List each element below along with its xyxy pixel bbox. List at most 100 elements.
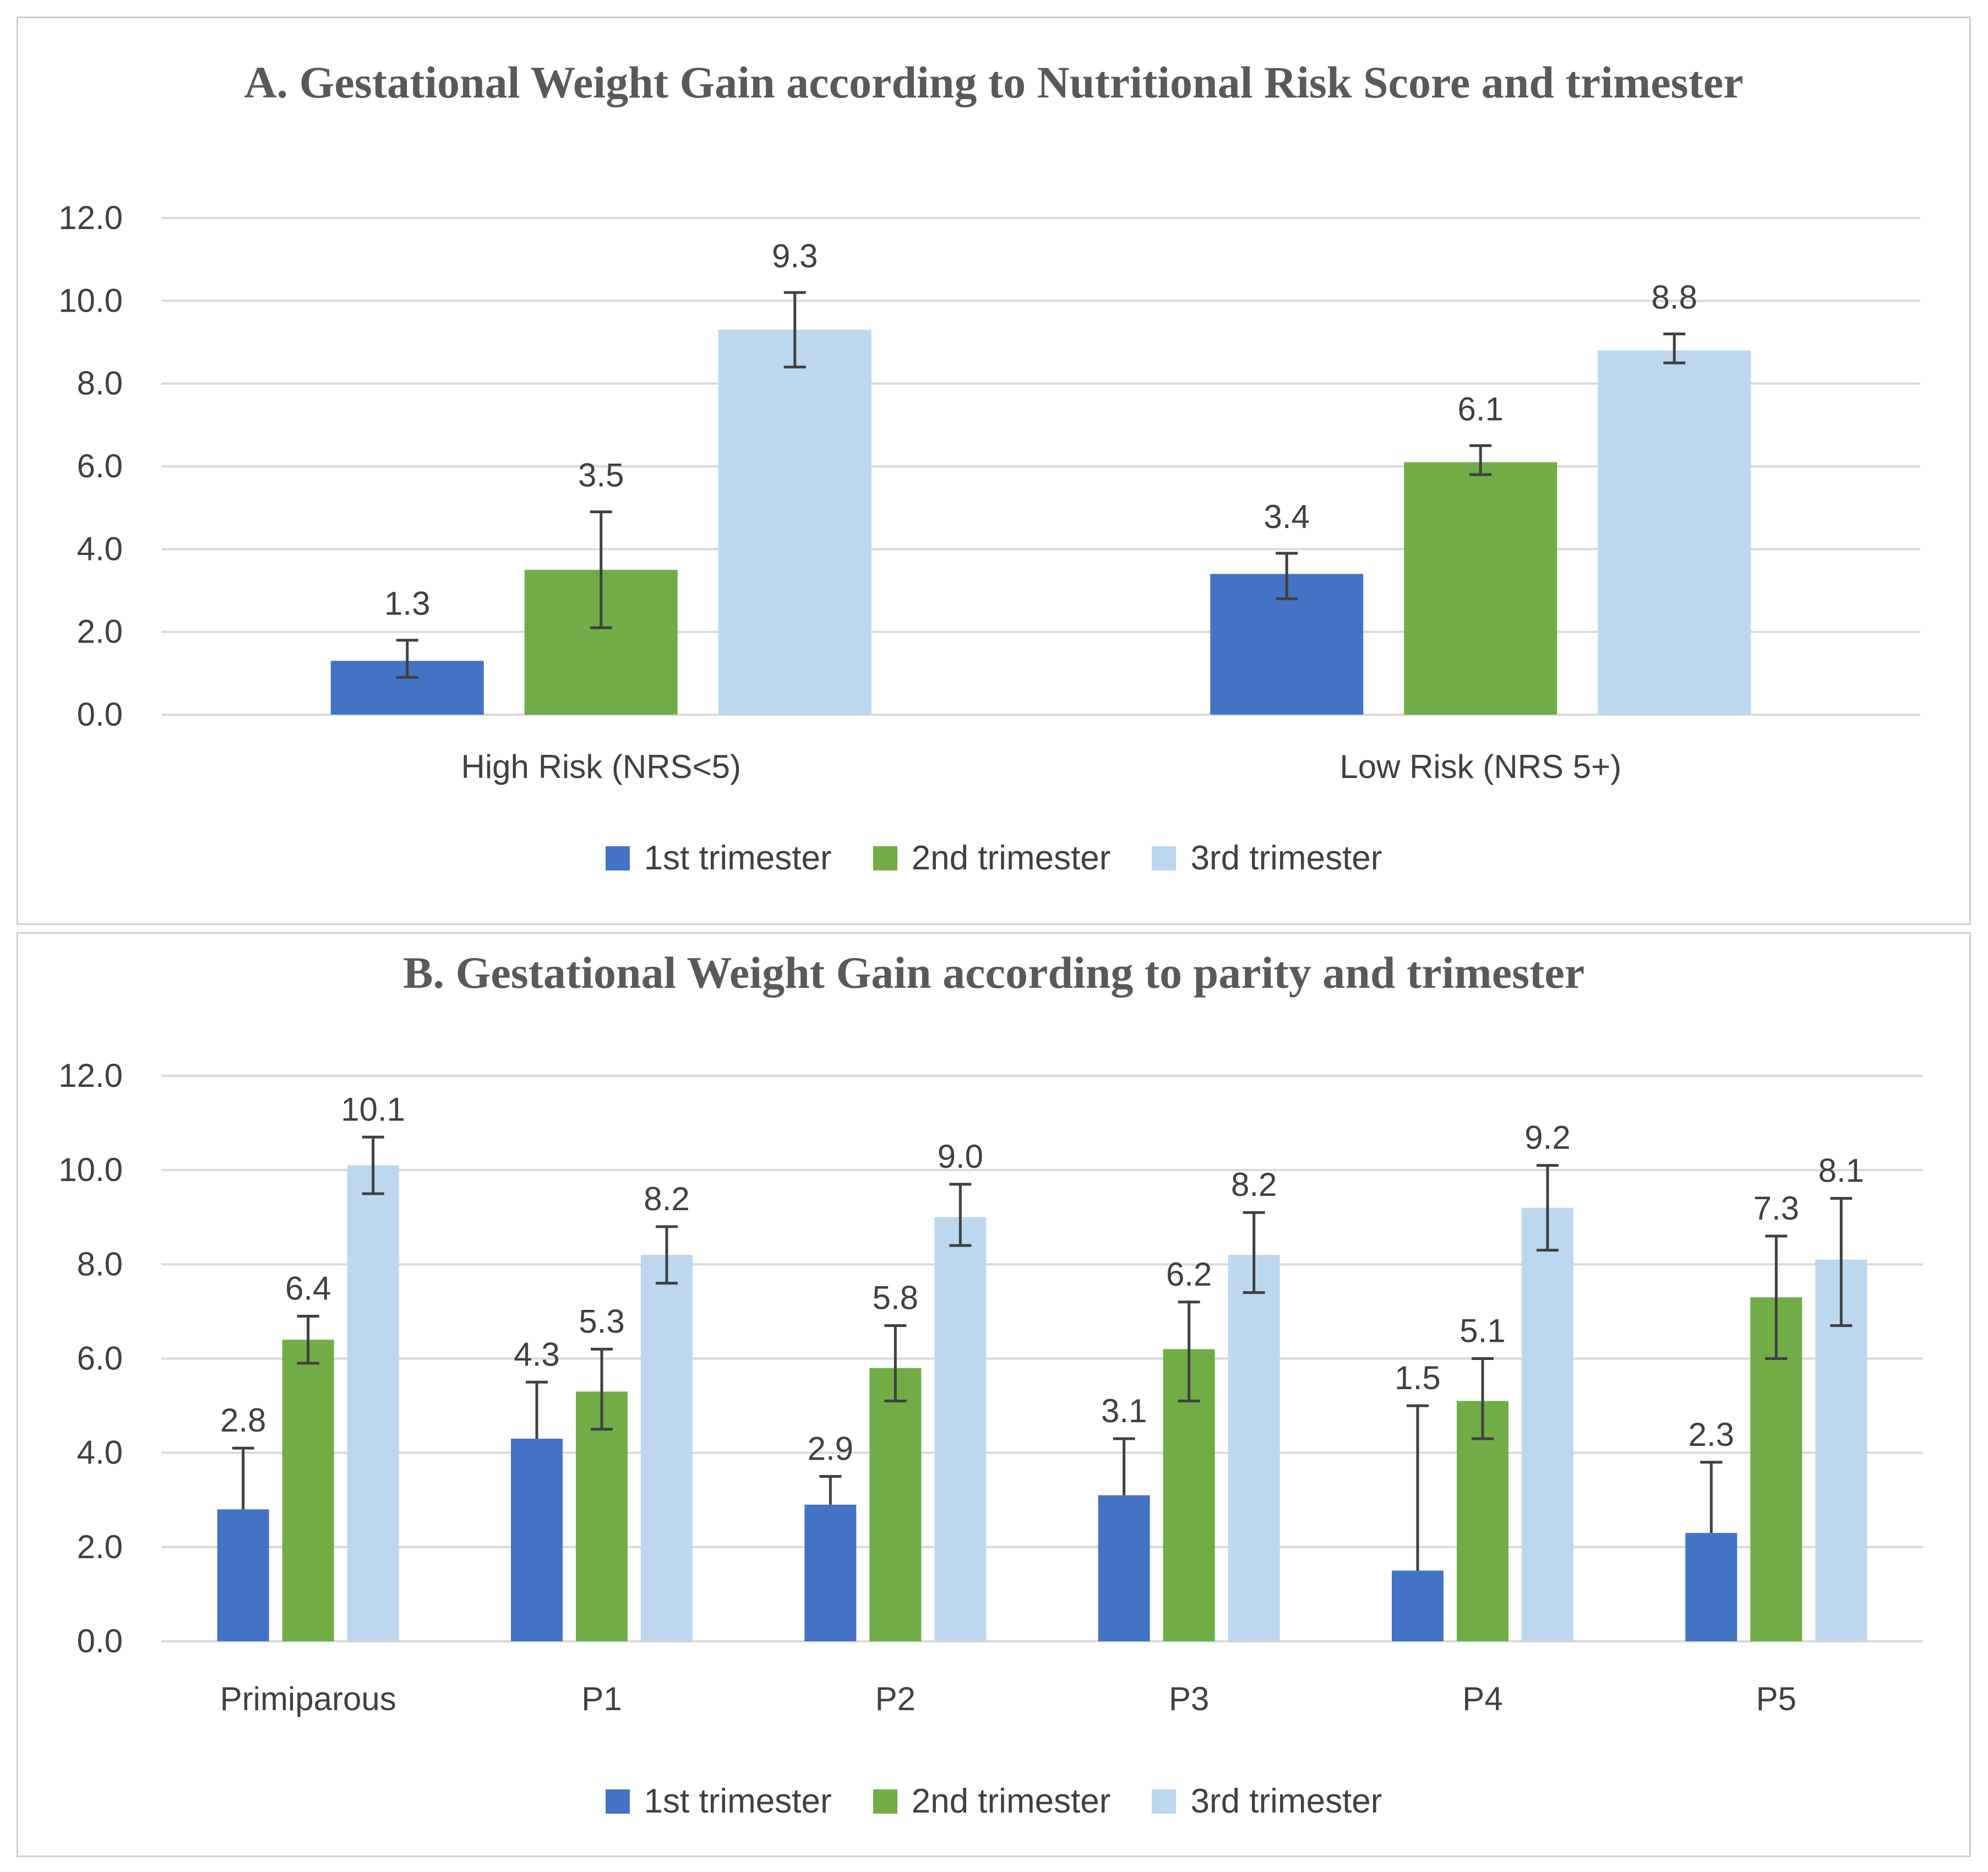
legend-swatch: [605, 1789, 630, 1814]
bar-primiparous-2nd-trimester: [282, 1340, 334, 1641]
bar-p2-2nd-trimester: [869, 1368, 922, 1641]
bar-p4-2nd-trimester: [1457, 1401, 1508, 1641]
legend-item-3rd-trimester: 3rd trimester: [1152, 1782, 1382, 1821]
bar-p1-3rd-trimester: [641, 1255, 693, 1641]
data-label: 9.3: [772, 237, 818, 274]
data-label: 10.1: [341, 1091, 405, 1128]
data-label: 3.4: [1264, 498, 1310, 535]
y-tick-label: 2.0: [77, 613, 123, 650]
data-label: 6.4: [285, 1270, 331, 1307]
error-bar: [1113, 1437, 1135, 1495]
error-bar: [783, 291, 806, 369]
y-tick-label: 2.0: [77, 1528, 123, 1565]
legend-swatch: [1152, 1789, 1177, 1814]
chart-a-title: A. Gestational Weight Gain according to …: [244, 57, 1744, 107]
data-label: 3.5: [578, 457, 624, 494]
x-category-label: P5: [1756, 1680, 1796, 1717]
data-label: 5.3: [579, 1303, 624, 1340]
error-bar: [819, 1474, 842, 1505]
legend-label: 1st trimester: [644, 1782, 832, 1820]
x-category-label: High Risk (NRS<5): [461, 748, 741, 785]
data-label: 1.3: [384, 585, 430, 622]
data-label: 6.2: [1166, 1256, 1212, 1293]
chart-b-legend: 1st trimester 2nd trimester 3rd trimeste…: [18, 1782, 1969, 1821]
bar-high-risk-nrs-5-3rd-trimester: [718, 329, 872, 715]
x-category-label: Low Risk (NRS 5+): [1339, 748, 1621, 785]
error-bar: [1472, 1357, 1494, 1440]
y-tick-label: 6.0: [77, 1340, 123, 1377]
data-label: 1.5: [1395, 1359, 1440, 1396]
bar-p4-1st-trimester: [1392, 1570, 1444, 1641]
bar-p1-1st-trimester: [511, 1438, 563, 1641]
bar-primiparous-3rd-trimester: [347, 1165, 399, 1641]
error-bar: [1537, 1164, 1559, 1252]
data-label: 9.0: [938, 1138, 983, 1175]
chart-b-title: B. Gestational Weight Gain according to …: [402, 948, 1585, 998]
data-label: 8.1: [1818, 1152, 1864, 1189]
error-bar: [1830, 1197, 1853, 1327]
data-label: 5.8: [873, 1280, 918, 1316]
x-category-label: Primiparous: [220, 1680, 396, 1717]
y-tick-label: 8.0: [77, 1245, 123, 1282]
chart-panel-b: B. Gestational Weight Gain according to …: [17, 932, 1971, 1857]
data-label: 2.3: [1689, 1416, 1734, 1453]
error-bar: [884, 1324, 907, 1403]
chart-a-legend: 1st trimester 2nd trimester 3rd trimeste…: [18, 839, 1969, 878]
bar-p4-3rd-trimester: [1522, 1207, 1573, 1641]
data-label: 2.8: [220, 1402, 266, 1439]
legend-item-3rd-trimester: 3rd trimester: [1152, 839, 1382, 878]
data-label: 5.1: [1459, 1313, 1505, 1349]
data-label: 8.8: [1652, 279, 1697, 315]
legend-swatch: [873, 846, 897, 870]
data-label: 7.3: [1753, 1190, 1799, 1227]
bar-p3-3rd-trimester: [1228, 1255, 1280, 1641]
error-bar: [1663, 332, 1686, 364]
data-label: 8.2: [1231, 1166, 1277, 1203]
error-bar: [590, 510, 612, 629]
x-category-label: P1: [581, 1680, 622, 1717]
x-category-label: P3: [1169, 1680, 1209, 1717]
legend-item-1st-trimester: 1st trimester: [605, 1782, 832, 1821]
bar-p3-1st-trimester: [1098, 1495, 1150, 1641]
legend-item-1st-trimester: 1st trimester: [605, 839, 832, 878]
chart-b-plot: 0.0 2.0 4.0 6.0 8.0 10.0 12.0 2.8 6.4 10.1 Primipa…: [58, 1057, 1923, 1717]
data-label: 2.9: [808, 1430, 853, 1467]
y-tick-label: 8.0: [77, 365, 123, 402]
error-bar: [656, 1225, 678, 1285]
error-bar: [949, 1183, 972, 1247]
error-bar: [1178, 1300, 1200, 1403]
bar-p2-3rd-trimester: [934, 1217, 987, 1641]
error-bar: [1276, 552, 1298, 601]
error-bar: [1765, 1234, 1788, 1360]
error-bar: [1469, 444, 1492, 476]
error-bar: [591, 1347, 613, 1431]
legend-item-2nd-trimester: 2nd trimester: [873, 839, 1111, 878]
bar-p2-1st-trimester: [804, 1504, 857, 1641]
error-bar: [396, 639, 418, 679]
data-label: 6.1: [1458, 390, 1504, 427]
y-tick-label: 4.0: [77, 530, 123, 567]
error-bar: [232, 1446, 254, 1510]
legend-label: 2nd trimester: [911, 839, 1111, 877]
data-label: 9.2: [1524, 1119, 1570, 1156]
y-tick-label: 10.0: [58, 1151, 123, 1188]
error-bar: [526, 1380, 548, 1439]
y-tick-label: 12.0: [58, 199, 123, 236]
y-tick-label: 10.0: [58, 282, 123, 319]
error-bar: [297, 1314, 319, 1365]
legend-label: 2nd trimester: [911, 1782, 1111, 1820]
chart-panel-a: A. Gestational Weight Gain according to …: [17, 17, 1971, 925]
error-bar: [1407, 1404, 1429, 1571]
y-tick-label: 0.0: [77, 1623, 123, 1659]
bar-low-risk-nrs-5-3rd-trimester: [1598, 350, 1751, 715]
y-tick-label: 6.0: [77, 448, 123, 485]
y-tick-label: 0.0: [77, 696, 123, 733]
data-label: 8.2: [644, 1180, 689, 1217]
legend-swatch: [1152, 846, 1177, 870]
y-tick-label: 4.0: [77, 1434, 123, 1471]
bar-p1-2nd-trimester: [576, 1391, 628, 1641]
bar-primiparous-1st-trimester: [217, 1509, 269, 1641]
legend-item-2nd-trimester: 2nd trimester: [873, 1782, 1111, 1821]
bar-p5-1st-trimester: [1685, 1533, 1738, 1641]
legend-label: 3rd trimester: [1190, 1782, 1382, 1820]
